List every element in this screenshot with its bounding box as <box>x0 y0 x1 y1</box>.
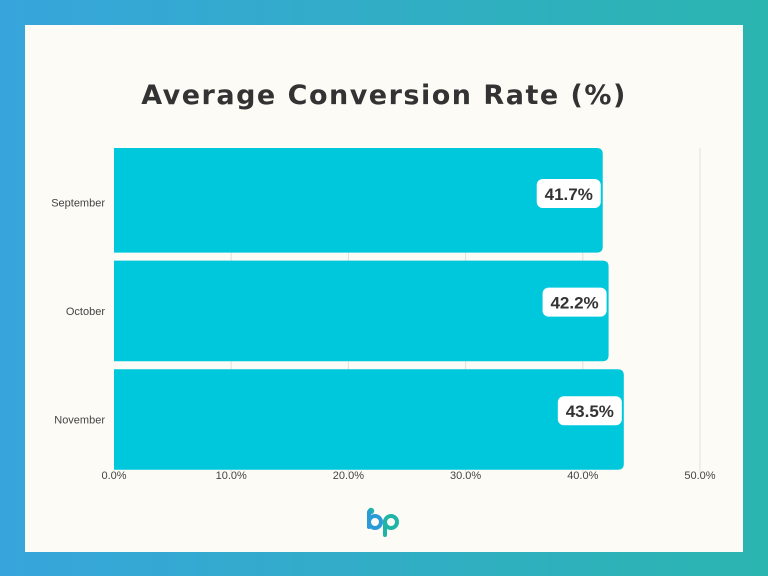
bar <box>114 260 609 362</box>
x-tick-label: 40.0% <box>567 470 598 482</box>
category-label: October <box>66 306 105 318</box>
x-tick-label: 50.0% <box>684 470 715 482</box>
data-label-box <box>542 287 607 317</box>
data-label-box <box>557 396 622 426</box>
bars <box>114 148 624 470</box>
bar <box>114 148 603 253</box>
data-label: 43.5% <box>566 402 614 421</box>
x-tick-labels: 0.0% 10.0% 20.0% 30.0% 40.0% 50.0% <box>101 470 715 482</box>
data-label: 42.2% <box>550 294 598 313</box>
category-label: November <box>54 415 105 427</box>
x-tick-label: 10.0% <box>216 470 247 482</box>
x-tick-label: 30.0% <box>450 470 481 482</box>
bp-logo-icon <box>367 507 399 537</box>
category-label: September <box>51 197 105 209</box>
x-tick-label: 0.0% <box>101 470 126 482</box>
data-label-box <box>536 179 601 208</box>
data-labels: 41.7% 42.2% 43.5% <box>536 179 622 426</box>
category-labels: September October November <box>51 197 105 426</box>
data-label: 41.7% <box>545 185 593 204</box>
chart-title: Average Conversion Rate (%) <box>141 80 627 111</box>
bar <box>114 369 624 470</box>
x-tick-label: 20.0% <box>333 470 364 482</box>
